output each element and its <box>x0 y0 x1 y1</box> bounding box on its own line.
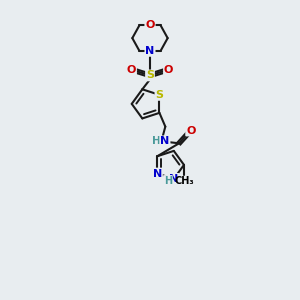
Text: N: N <box>153 169 162 178</box>
Text: H: H <box>164 176 172 186</box>
Text: S: S <box>155 90 164 100</box>
Text: O: O <box>145 20 155 30</box>
Text: N: N <box>146 46 154 56</box>
Text: O: O <box>164 65 173 76</box>
Text: O: O <box>127 65 136 76</box>
Text: CH₃: CH₃ <box>174 176 194 186</box>
Text: H: H <box>152 136 161 146</box>
Text: O: O <box>186 125 196 136</box>
Text: S: S <box>146 70 154 80</box>
Text: N: N <box>169 174 178 184</box>
Text: N: N <box>160 136 170 146</box>
